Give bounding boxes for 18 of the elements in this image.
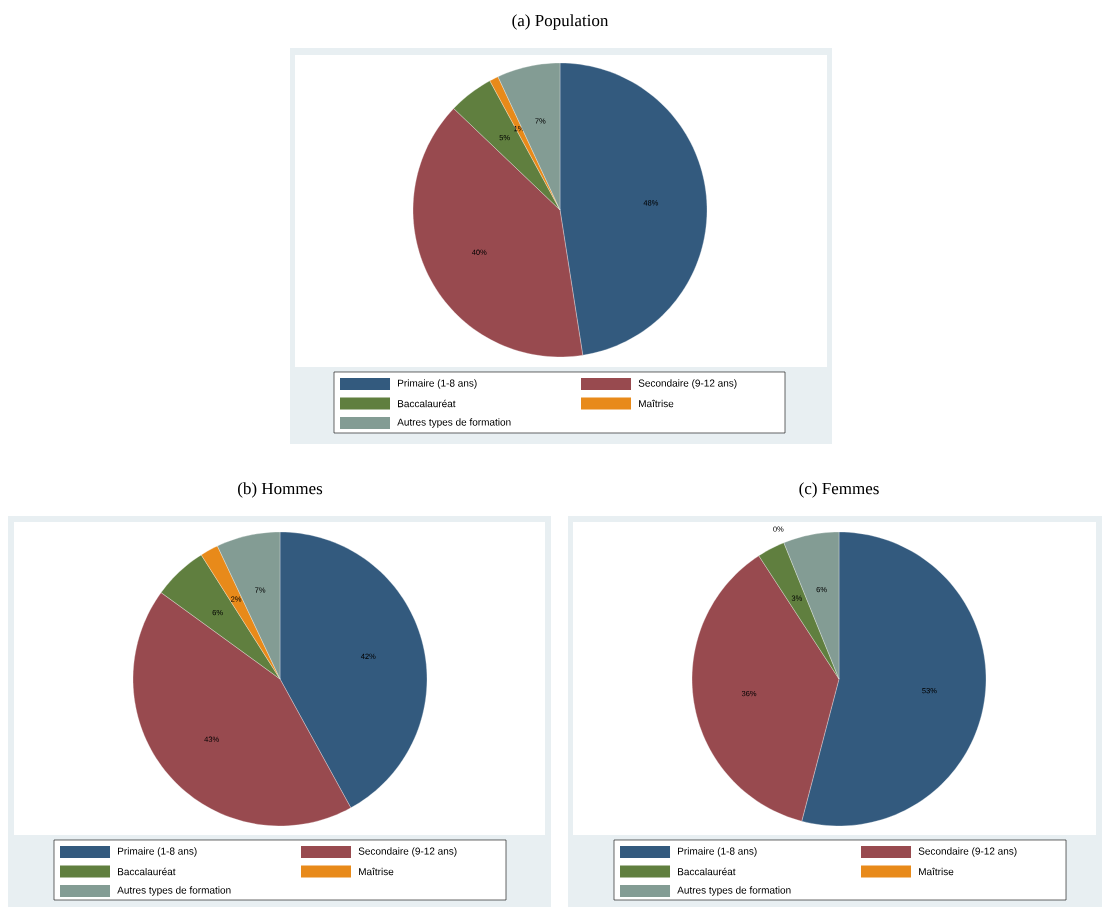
legend-label: Baccalauréat (678, 867, 736, 876)
chart-title: (a) Population (512, 14, 609, 30)
legend-label: Maîtrise (919, 867, 954, 876)
legend-label: Baccalauréat (398, 399, 456, 408)
legend-label: Autres types de formation (397, 418, 511, 428)
chart-title: (c) Femmes (799, 482, 879, 498)
legend-label: Secondaire (9-12 ans) (918, 847, 1017, 857)
legend-label: Primaire (1-8 ans) (118, 847, 197, 857)
legend-label: Primaire (1-8 ans) (398, 379, 477, 389)
legend-label: Autres types de formation (677, 886, 791, 896)
legend-label: Baccalauréat (118, 867, 176, 876)
legend-label: Maîtrise (639, 399, 674, 408)
legend-label: Primaire (1-8 ans) (678, 847, 757, 857)
legend-label: Secondaire (9-12 ans) (638, 379, 737, 389)
legend-label: Secondaire (9-12 ans) (358, 847, 457, 857)
legend-label: Autres types de formation (117, 886, 231, 896)
chart-title: (b) Hommes (238, 482, 323, 498)
legend-label: Maîtrise (359, 867, 394, 876)
